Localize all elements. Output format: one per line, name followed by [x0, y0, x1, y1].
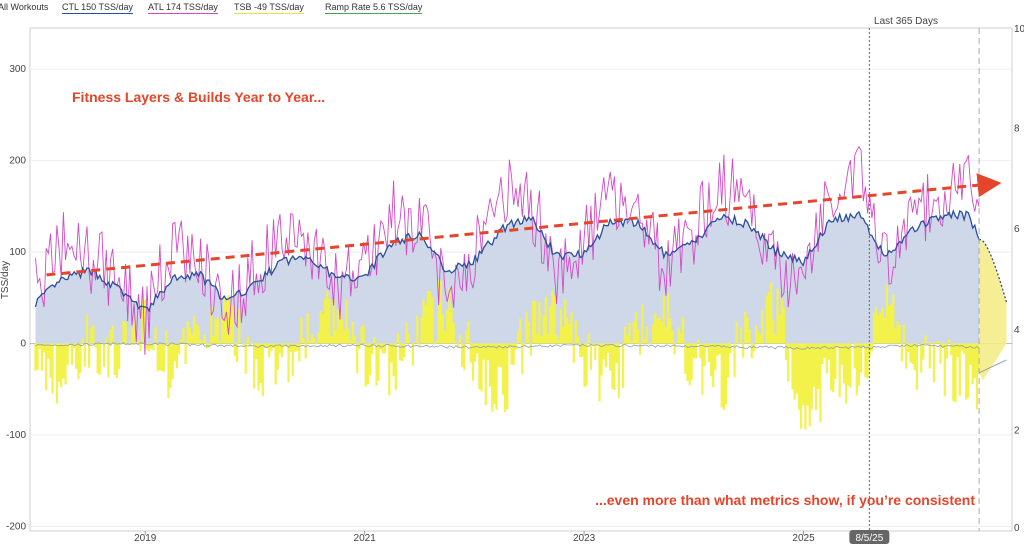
- x-tick-label: 2021: [354, 533, 377, 544]
- y2-tick-label: 10: [1014, 24, 1024, 35]
- y-tick-label: 200: [9, 156, 26, 167]
- x-tick-label: 2019: [134, 533, 157, 544]
- ctl-forecast-line: [978, 239, 1008, 303]
- ramp-forecast-line: [978, 359, 1007, 374]
- y2-tick-label: 2: [1014, 425, 1020, 436]
- legend-label-ramp-rate: Ramp Rate 5.6 TSS/day: [325, 2, 423, 12]
- legend-item-ramp-rate[interactable]: Ramp Rate 5.6 TSS/day: [325, 2, 423, 14]
- trend-arrow: [46, 173, 1002, 277]
- plot-frame: [29, 27, 1013, 532]
- period-label: Last 365 Days: [874, 16, 938, 27]
- y2-tick-label: 0: [1014, 523, 1020, 534]
- date-badge[interactable]: 8/5/25: [849, 530, 890, 544]
- annotation-bottom: ...even more than what metrics show, if …: [595, 492, 975, 508]
- x-tick-label: 2023: [573, 533, 596, 544]
- legend-item-atl[interactable]: ATL 174 TSS/day: [148, 2, 218, 14]
- y-tick-label: -200: [6, 521, 26, 532]
- y-axis-label: TSS/day: [0, 261, 11, 299]
- legend-label-ctl: CTL 150 TSS/day: [62, 2, 134, 12]
- y-tick-label: 0: [20, 339, 26, 350]
- ramp-rate-line: [35, 341, 980, 350]
- chart-legend: All Workouts CTL 150 TSS/day ATL 174 TSS…: [0, 0, 1024, 16]
- x-tick-label: 2025: [792, 533, 815, 544]
- y-tick-label: -100: [6, 430, 26, 441]
- y-tick-label: 300: [9, 64, 26, 75]
- legend-swatch-ramp-rate: [325, 12, 423, 14]
- workout-filter-label[interactable]: All Workouts: [0, 2, 49, 12]
- legend-item-tsb[interactable]: TSB -49 TSS/day: [234, 2, 304, 14]
- forecast-area: [979, 239, 1007, 381]
- tsb-bars: [34, 280, 981, 430]
- legend-swatch-tsb: [234, 12, 304, 14]
- series-layer: [34, 145, 1008, 430]
- date-badge-bg: [849, 530, 890, 544]
- y2-tick-label: 6: [1014, 224, 1020, 235]
- axis-layer: -200 -100 0 100 200 300 2019 2021 2023 2025 0 2 4 6 8 1…: [6, 24, 1024, 544]
- y2-tick-label: 8: [1014, 124, 1020, 135]
- atl-line: [35, 145, 980, 355]
- legend-label-atl: ATL 174 TSS/day: [148, 2, 218, 12]
- ctl-area: [35, 211, 980, 344]
- legend-item-ctl[interactable]: CTL 150 TSS/day: [62, 2, 134, 14]
- legend-swatch-ctl: [62, 12, 134, 14]
- y-tick-label: 100: [9, 247, 26, 258]
- legend-swatch-atl: [148, 12, 218, 14]
- legend-label-tsb: TSB -49 TSS/day: [234, 2, 304, 12]
- y2-tick-label: 4: [1014, 325, 1020, 336]
- ctl-line: [34, 209, 980, 313]
- date-badge-label: 8/5/25: [855, 533, 883, 544]
- annotation-top: Fitness Layers & Builds Year to Year...: [72, 89, 325, 105]
